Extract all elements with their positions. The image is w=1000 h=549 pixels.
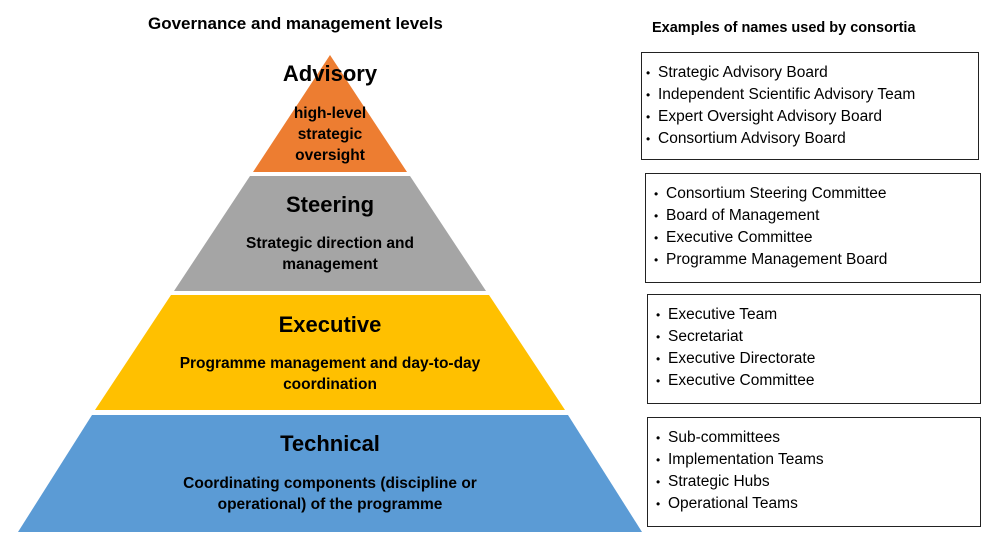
example-item: Executive Team <box>656 304 974 326</box>
examples-heading: Examples of names used by consortia <box>652 20 916 36</box>
pyramid-layer-steering <box>174 176 486 291</box>
level-desc-executive: Programme management and day-to-day coor… <box>179 355 481 393</box>
example-item: Consortium Advisory Board <box>646 128 972 150</box>
pyramid-layer-advisory <box>253 55 407 172</box>
example-item: Executive Committee <box>654 227 974 249</box>
examples-box-steering: Consortium Steering Committee Board of M… <box>645 173 981 283</box>
example-item: Consortium Steering Committee <box>654 183 974 205</box>
level-title-steering: Steering <box>285 192 375 217</box>
level-desc-technical: Coordinating components (discipline or o… <box>183 475 477 513</box>
example-item: Executive Directorate <box>656 348 974 370</box>
example-item: Board of Management <box>654 205 974 227</box>
example-item: Implementation Teams <box>656 449 974 471</box>
example-item: Expert Oversight Advisory Board <box>646 106 972 128</box>
pyramid-layer-executive <box>95 295 565 410</box>
example-item: Strategic Hubs <box>656 471 974 493</box>
pyramid-heading: Governance and management levels <box>148 14 443 33</box>
example-item: Secretariat <box>656 326 974 348</box>
level-title-technical: Technical <box>280 431 380 456</box>
example-item: Independent Scientific Advisory Team <box>646 84 972 106</box>
example-item: Executive Committee <box>656 370 974 392</box>
pyramid-layer-technical <box>18 415 642 532</box>
examples-box-technical: Sub-committees Implementation Teams Stra… <box>647 417 981 527</box>
example-item: Programme Management Board <box>654 249 974 271</box>
level-desc-steering: Strategic direction and management <box>246 235 414 273</box>
example-item: Operational Teams <box>656 493 974 515</box>
example-item: Strategic Advisory Board <box>646 62 972 84</box>
example-item: Sub-committees <box>656 427 974 449</box>
level-desc-advisory: high-level strategic oversight <box>293 105 367 164</box>
level-title-executive: Executive <box>278 312 382 337</box>
level-title-advisory: Advisory <box>282 61 378 86</box>
examples-box-executive: Executive Team Secretariat Executive Dir… <box>647 294 981 404</box>
examples-box-advisory: Strategic Advisory Board Independent Sci… <box>641 52 979 160</box>
